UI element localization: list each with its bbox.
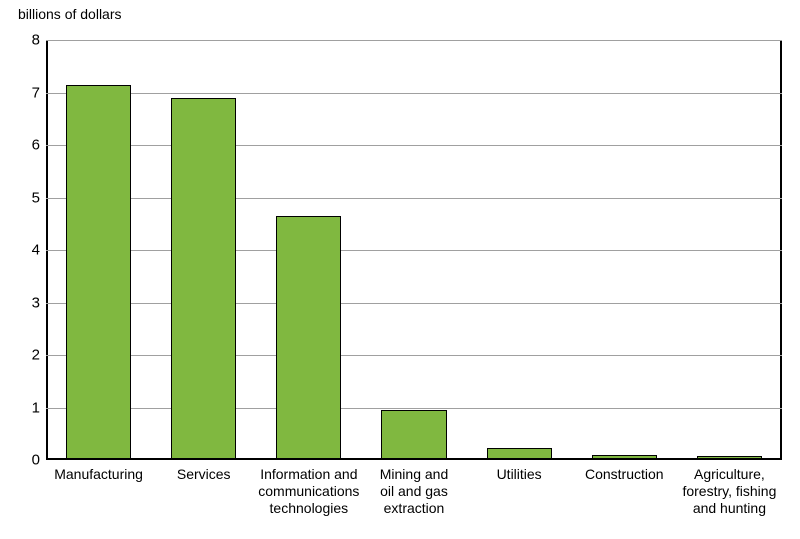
x-tick-label: Agriculture,forestry, fishingand hunting bbox=[677, 466, 782, 516]
plot-area bbox=[46, 40, 782, 460]
y-tick-label: 5 bbox=[18, 189, 40, 206]
x-axis-line bbox=[46, 458, 782, 460]
bar bbox=[66, 85, 131, 460]
x-tick-label: Utilities bbox=[467, 466, 572, 483]
y-tick-label: 1 bbox=[18, 399, 40, 416]
x-tick-label: Manufacturing bbox=[46, 466, 151, 483]
y-axis-title: billions of dollars bbox=[18, 6, 122, 22]
x-tick-label: Services bbox=[151, 466, 256, 483]
bar bbox=[276, 216, 341, 460]
x-tick-labels: ManufacturingServicesInformation andcomm… bbox=[46, 466, 782, 536]
y-tick-label: 4 bbox=[18, 242, 40, 259]
y-tick-label: 6 bbox=[18, 137, 40, 154]
y-tick-label: 0 bbox=[18, 452, 40, 469]
bars-layer bbox=[46, 40, 782, 460]
x-tick-label: Construction bbox=[572, 466, 677, 483]
bar bbox=[171, 98, 236, 460]
y-tick-label: 3 bbox=[18, 294, 40, 311]
bar-chart: billions of dollars 0 1 2 3 4 5 6 7 8 Manufactur… bbox=[0, 0, 800, 539]
y-tick-label: 2 bbox=[18, 347, 40, 364]
y-tick-label: 8 bbox=[18, 32, 40, 49]
x-tick-label: Mining andoil and gasextraction bbox=[361, 466, 466, 516]
x-tick-label: Information andcommunicationstechnologie… bbox=[256, 466, 361, 516]
y-tick-label: 7 bbox=[18, 84, 40, 101]
bar bbox=[381, 410, 446, 460]
